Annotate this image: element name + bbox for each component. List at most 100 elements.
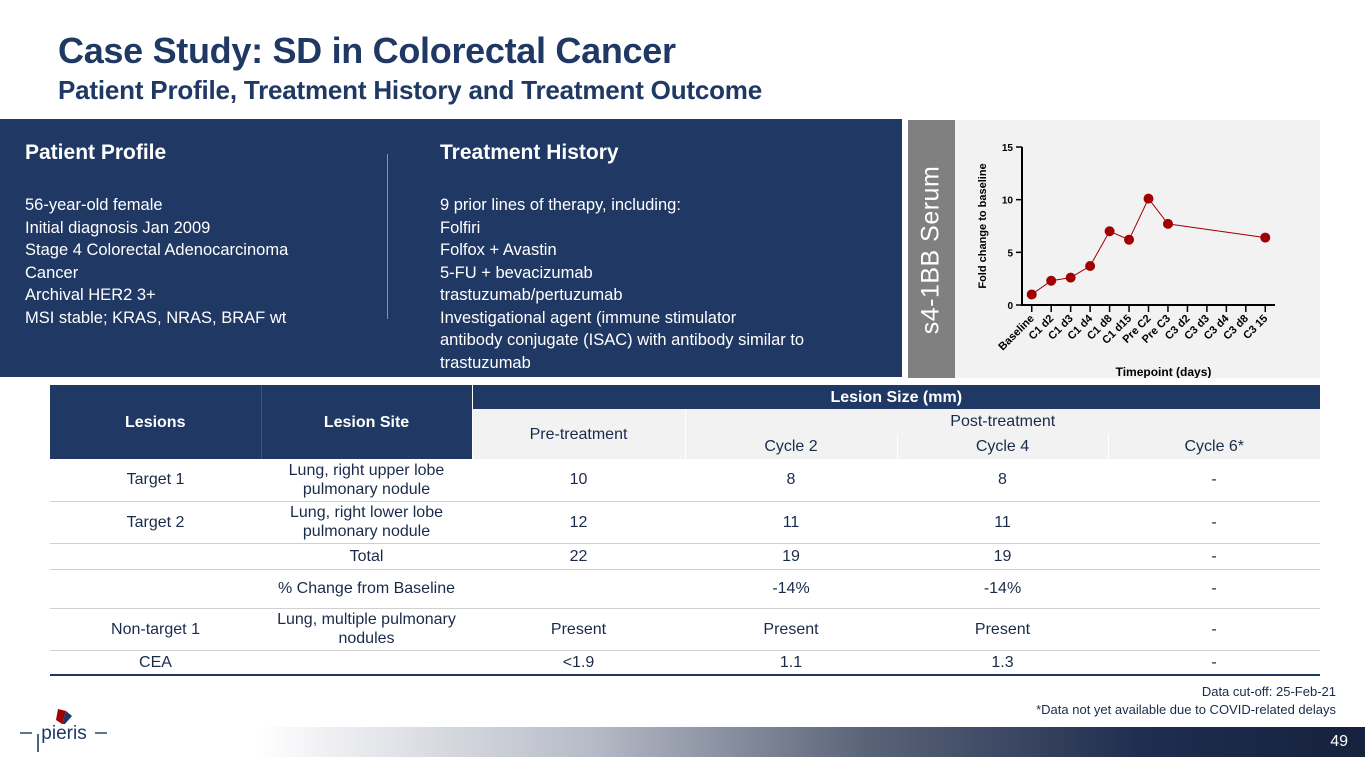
data-point <box>1162 218 1173 229</box>
cycle4-cell: Present <box>897 608 1108 651</box>
lesion-cell <box>50 569 261 609</box>
history-line: trastuzumab <box>440 353 531 372</box>
pre-cell: 10 <box>472 459 685 502</box>
data-cutoff-note: Data cut-off: 25-Feb-21 <box>1201 684 1336 699</box>
header-lesion-site: Lesion Site <box>260 385 472 459</box>
serum-label: s4-1BB Serum <box>916 165 945 335</box>
history-line: Folfiri <box>440 218 481 237</box>
treatment-history-heading: Treatment History <box>440 141 619 164</box>
logo-text: pieris <box>41 723 86 744</box>
cycle6-cell: - <box>1108 608 1320 651</box>
serum-chart-box <box>908 120 1320 378</box>
header-cycle-4: Cycle 4 <box>896 434 1108 459</box>
data-point <box>1065 272 1076 283</box>
cycle2-cell: 1.1 <box>685 650 897 676</box>
site-cell: Total <box>261 543 472 570</box>
cycle6-cell: - <box>1108 501 1320 544</box>
cycle6-cell: - <box>1108 650 1320 676</box>
site-cell: Lung, multiple pulmonary nodules <box>261 608 472 651</box>
profile-line: Cancer <box>25 263 79 282</box>
serum-label-bar <box>908 120 955 378</box>
history-line: trastuzumab/pertuzumab <box>440 286 623 304</box>
logo-mark-red <box>56 709 66 724</box>
data-point <box>1046 275 1057 286</box>
pieris-logo: pieris <box>20 709 107 752</box>
profile-line: Stage 4 Colorectal Adenocarcinoma <box>25 241 289 259</box>
pre-cell: Present <box>472 608 685 651</box>
cycle2-cell: Present <box>685 608 897 651</box>
y-tick-label: 15 <box>1002 143 1014 154</box>
history-line: Folfox + Avastin <box>440 241 557 259</box>
cycle6-cell: - <box>1108 543 1320 570</box>
data-point <box>1085 261 1096 272</box>
table-row: Total 22 19 19 - <box>50 543 1320 570</box>
patient-profile: Patient Profile 56-year-old female Initi… <box>25 139 365 329</box>
cycle2-cell: 11 <box>685 501 897 544</box>
treatment-history: Treatment History 9 prior lines of thera… <box>440 139 880 374</box>
header-cycle-2: Cycle 2 <box>684 434 897 459</box>
header-post-treatment: Post-treatment <box>684 409 1320 434</box>
pre-cell: <1.9 <box>472 650 685 676</box>
panel-divider <box>387 154 388 319</box>
pre-cell: 22 <box>472 543 685 570</box>
data-point <box>1143 193 1154 204</box>
page-title: Case Study: SD in Colorectal Cancer <box>58 30 676 71</box>
table-row: Target 1 Lung, right upper lobe pulmonary… <box>50 459 1320 502</box>
header-pre-treatment: Pre-treatment <box>471 409 685 459</box>
site-cell: Lung, right upper lobe pulmonary nodule <box>261 459 472 502</box>
lesion-cell <box>50 543 261 570</box>
site-cell: Lung, right lower lobe pulmonary nodule <box>261 501 472 544</box>
data-point <box>1124 234 1135 245</box>
site-cell: % Change from Baseline <box>261 569 472 609</box>
lesion-cell: Non-target 1 <box>50 608 261 651</box>
table-row: % Change from Baseline -14% -14% - <box>50 569 1320 609</box>
header-lesions: Lesions <box>50 385 261 459</box>
history-line: 5-FU + bevacizumab <box>440 263 593 282</box>
history-line: Investigational agent (immune stimulator <box>440 308 737 327</box>
cycle2-cell: 8 <box>685 459 897 502</box>
data-point <box>1026 289 1037 300</box>
cycle4-cell: 1.3 <box>897 650 1108 676</box>
header-lesion-size: Lesion Size (mm) <box>471 385 1320 409</box>
lesion-cell: CEA <box>50 650 261 676</box>
table-row: Target 2 Lung, right lower lobe pulmonary… <box>50 501 1320 544</box>
cycle4-cell: 11 <box>897 501 1108 544</box>
table-row: CEA <1.9 1.1 1.3 - <box>50 650 1320 676</box>
lesion-cell: Target 2 <box>50 501 261 544</box>
site-cell <box>261 650 472 676</box>
x-axis-label: Timepoint (days) <box>1116 365 1212 378</box>
cycle4-cell: -14% <box>897 569 1108 609</box>
page-number: 49 <box>1330 733 1348 750</box>
lesion-cell: Target 1 <box>50 459 261 502</box>
cycle2-cell: 19 <box>685 543 897 570</box>
lesion-table: Lesions Lesion Site Lesion Size (mm) Pre… <box>50 385 1320 676</box>
y-tick-label: 5 <box>1007 248 1013 259</box>
table-row: Non-target 1 Lung, multiple pulmonary nod… <box>50 608 1320 651</box>
profile-line: MSI stable; KRAS, NRAS, BRAF wt <box>25 308 287 327</box>
logo-mark-navy <box>62 711 72 724</box>
data-point <box>1104 226 1115 237</box>
cycle6-cell: - <box>1108 459 1320 502</box>
profile-line: Initial diagnosis Jan 2009 <box>25 218 211 237</box>
patient-profile-heading: Patient Profile <box>25 141 167 164</box>
y-tick-label: 0 <box>1007 301 1013 312</box>
page-subtitle: Patient Profile, Treatment History and T… <box>58 75 762 105</box>
cycle2-cell: -14% <box>685 569 897 609</box>
profile-line: 56-year-old female <box>25 196 163 214</box>
profile-line: Archival HER2 3+ <box>25 286 156 304</box>
patient-info-panel: Patient Profile 56-year-old female Initi… <box>0 119 902 377</box>
footer-bar <box>255 727 1365 757</box>
cycle4-cell: 8 <box>897 459 1108 502</box>
y-tick-label: 10 <box>1002 196 1014 207</box>
history-line: antibody conjugate (ISAC) with antibody … <box>440 331 805 349</box>
pre-cell: 12 <box>472 501 685 544</box>
covid-delay-note: *Data not yet available due to COVID-rel… <box>1036 702 1336 717</box>
cycle4-cell: 19 <box>897 543 1108 570</box>
data-point <box>1260 232 1271 243</box>
header-cycle-6: Cycle 6* <box>1107 434 1320 459</box>
cycle6-cell: - <box>1108 569 1320 609</box>
history-line: 9 prior lines of therapy, including: <box>440 196 681 214</box>
y-axis-label: Fold change to baseline <box>977 163 989 288</box>
pre-cell <box>472 569 685 609</box>
